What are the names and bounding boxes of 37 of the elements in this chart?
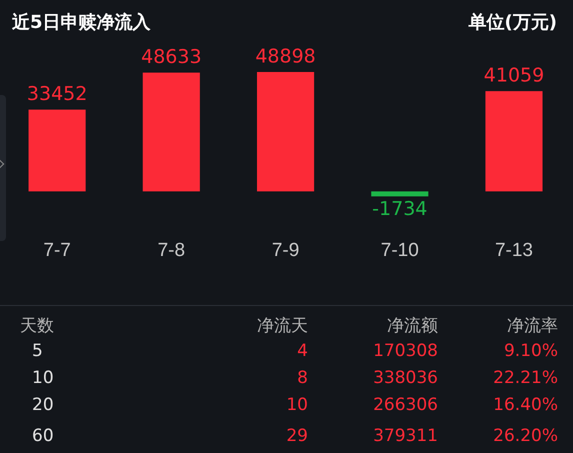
data-label: 48633: [141, 46, 202, 68]
x-tick-label: 7-7: [43, 240, 71, 261]
text: 60: [32, 426, 54, 446]
bar: [28, 110, 86, 192]
x-tick-label: 7-8: [158, 240, 186, 261]
x-tick-label: 7-10: [380, 240, 419, 261]
chart-title: 近5日申赎净流入: [12, 11, 151, 34]
text: 16.40%: [493, 395, 558, 415]
bar: [142, 72, 200, 192]
data-label: 48898: [255, 45, 316, 68]
bar: [485, 91, 543, 192]
text: 20: [32, 395, 54, 415]
text: 4: [297, 341, 308, 361]
text: 9.10%: [504, 341, 558, 361]
text: 22.21%: [493, 368, 558, 388]
data-label: -1734: [372, 198, 428, 220]
bar: [371, 191, 428, 196]
x-tick-label: 7-9: [272, 240, 300, 261]
text: 净流天: [257, 315, 308, 337]
chart-subtitle: 单位(万元): [468, 11, 557, 34]
text: 净流额: [387, 315, 438, 337]
text: 10: [286, 395, 308, 415]
text: 29: [286, 426, 308, 446]
x-tick-label: 7-13: [494, 240, 533, 261]
text: 天数: [20, 315, 54, 337]
text: 净流率: [507, 315, 558, 337]
text: 8: [297, 368, 308, 388]
bar: [256, 72, 314, 192]
text: 26.20%: [493, 426, 558, 446]
data-label: 33452: [26, 83, 88, 106]
text: 10: [32, 368, 54, 388]
text: 379311: [373, 426, 438, 446]
text: 5: [32, 341, 43, 361]
text: 266306: [373, 395, 438, 415]
text: 338036: [373, 368, 438, 388]
data-label: 41059: [484, 64, 544, 87]
text: 170308: [373, 341, 438, 361]
